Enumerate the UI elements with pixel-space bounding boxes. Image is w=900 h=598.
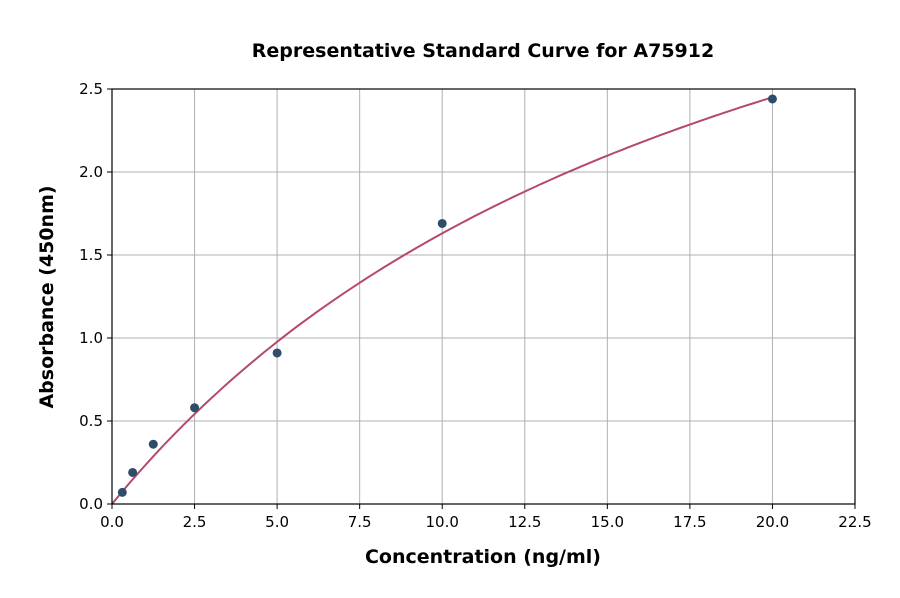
x-axis-label: Concentration (ng/ml) [365,546,601,568]
y-tick-label: 2.0 [79,163,103,181]
y-tick-label: 2.5 [79,80,103,98]
data-point [190,403,200,413]
y-tick-label: 1.0 [79,329,103,347]
plot-frame [111,88,856,505]
data-point [767,94,777,104]
chart-title: Representative Standard Curve for A75912 [252,40,714,62]
y-tick-label: 0.5 [79,412,103,430]
fit-curve-layer [111,96,773,505]
y-tick-label: 1.5 [79,246,103,264]
data-point [148,439,158,449]
x-tick-label: 5.0 [265,513,289,531]
x-tick-label: 15.0 [591,513,624,531]
fit-curve [111,96,773,505]
data-point [117,487,127,497]
x-tick-label: 2.5 [183,513,207,531]
y-axis-ticks: 0.0 0.5 1.0 1.5 2.0 2.5 [79,80,112,513]
x-tick-label: 17.5 [673,513,706,531]
grid [111,88,856,505]
data-point [437,218,447,228]
x-tick-label: 22.5 [838,513,871,531]
y-axis-label: Absorbance (450nm) [36,185,58,408]
data-points [117,94,777,497]
x-tick-label: 12.5 [508,513,541,531]
x-tick-label: 7.5 [348,513,372,531]
x-tick-label: 10.0 [426,513,459,531]
x-tick-label: 0.0 [100,513,124,531]
x-axis-ticks: 0.0 2.5 5.0 7.5 10.0 12.5 15.0 17.5 20.0 22.5 [100,504,872,531]
y-tick-label: 0.0 [79,495,103,513]
data-point [128,467,138,477]
x-tick-label: 20.0 [756,513,789,531]
data-point [272,348,282,358]
